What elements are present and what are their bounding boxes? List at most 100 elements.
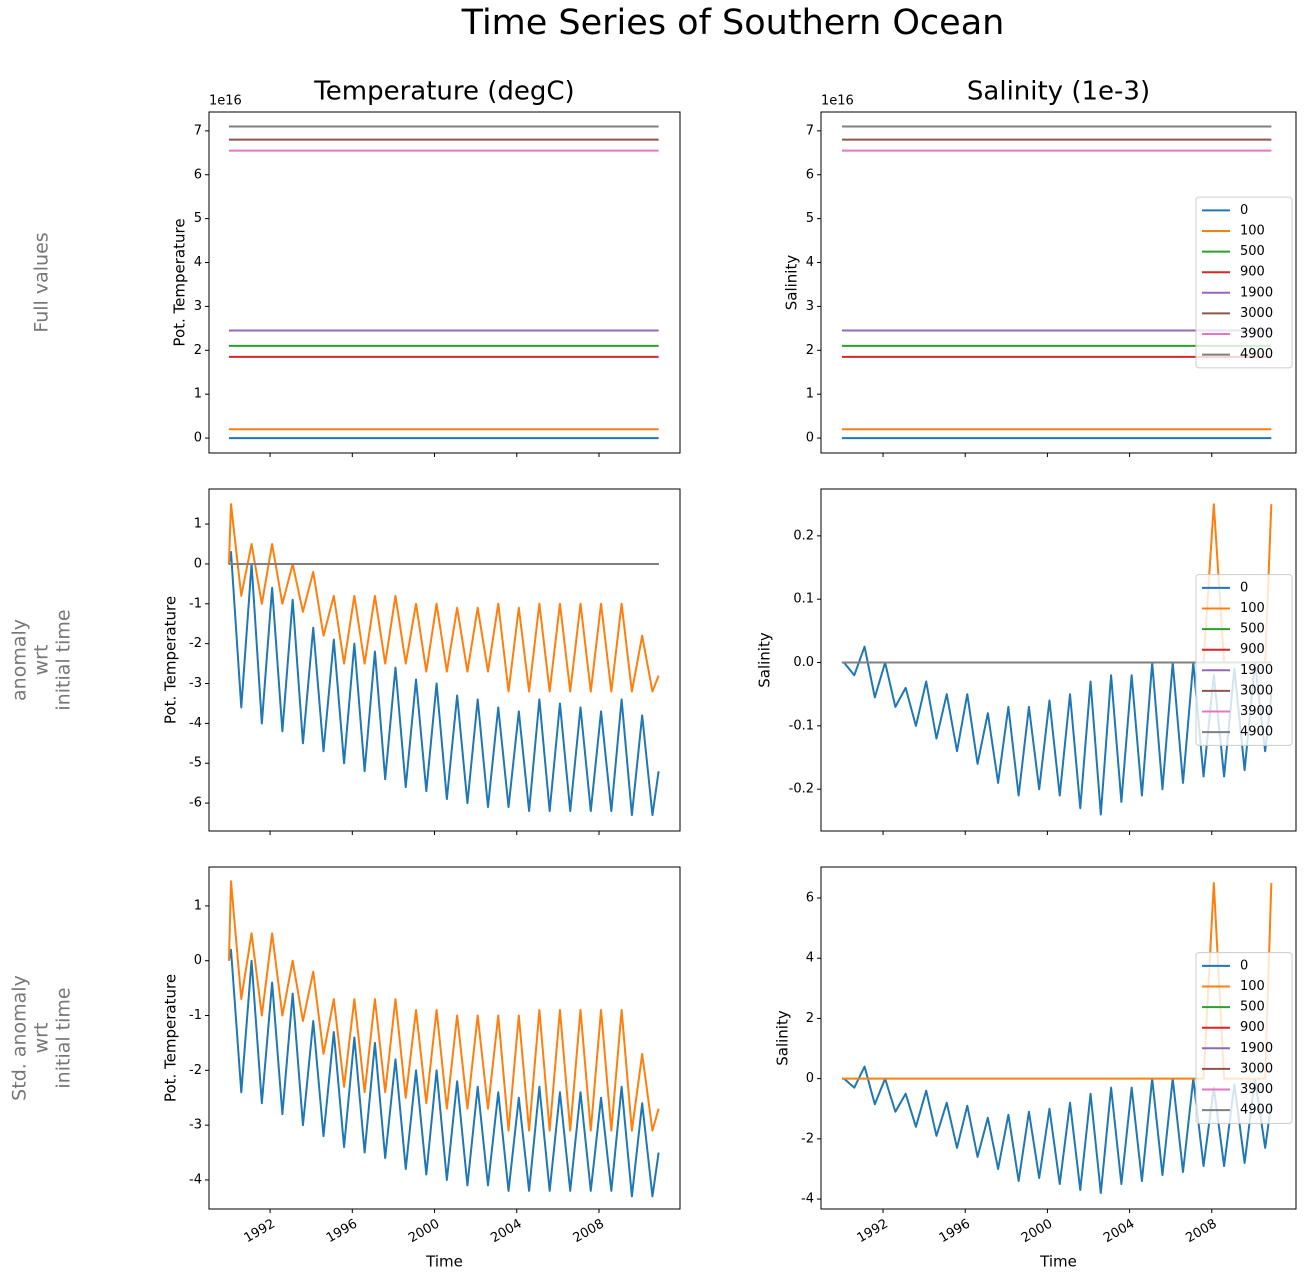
- y-tick-label: -2: [189, 1063, 202, 1078]
- legend-label: 4900: [1240, 347, 1273, 362]
- y-tick-label: 0: [194, 953, 202, 968]
- legend-label: 100: [1240, 979, 1265, 994]
- legend-label: 900: [1240, 1020, 1265, 1035]
- legend-label: 4900: [1240, 1103, 1273, 1118]
- row-label: wrt: [31, 1023, 53, 1054]
- y-tick-label: 0: [194, 556, 202, 571]
- legend-label: 0: [1240, 580, 1248, 595]
- x-tick-label: 2000: [406, 1217, 442, 1247]
- y-tick-label: 0.1: [793, 592, 814, 607]
- row-label: initial time: [53, 987, 75, 1088]
- y-tick-label: 1: [194, 387, 202, 402]
- legend-label: 3900: [1240, 327, 1273, 342]
- legend-label: 1900: [1240, 663, 1273, 678]
- y-tick-label: -4: [801, 1192, 814, 1207]
- y-tick-label: 3: [806, 299, 814, 314]
- y-tick-label: -2: [801, 1131, 814, 1146]
- row-label: Std. anomaly: [9, 975, 31, 1101]
- x-tick-label: 2000: [1019, 1217, 1055, 1247]
- y-tick-label: 2: [806, 343, 814, 358]
- y-tick-label: -4: [189, 716, 202, 731]
- y-tick-label: -6: [189, 796, 202, 811]
- row-label: wrt: [31, 645, 53, 676]
- x-tick-label: 2004: [488, 1217, 524, 1247]
- y-tick-label: 0: [806, 1071, 814, 1086]
- legend-box: [1195, 952, 1293, 1124]
- y-tick-label: 3: [194, 299, 202, 314]
- x-axis-label: Time: [425, 1253, 463, 1271]
- legend-label: 500: [1240, 244, 1265, 259]
- legend-label: 500: [1240, 622, 1265, 637]
- y-tick-label: 6: [806, 167, 814, 182]
- legend-label: 1900: [1240, 285, 1273, 300]
- y-tick-label: -2: [189, 636, 202, 651]
- legend-label: 3000: [1240, 306, 1273, 321]
- axes-frame: [820, 488, 1297, 832]
- axes-frame: [208, 866, 681, 1210]
- legend-label: 3000: [1240, 683, 1273, 698]
- y-tick-label: 2: [194, 343, 202, 358]
- offset-label: 1e16: [821, 94, 854, 109]
- y-tick-label: 5: [806, 211, 814, 226]
- y-axis-label: Salinity: [774, 1010, 792, 1066]
- axes-frame: [208, 111, 681, 454]
- y-tick-label: 2: [806, 1011, 814, 1026]
- y-tick-label: -3: [189, 1118, 202, 1133]
- legend-label: 3900: [1240, 1082, 1273, 1097]
- y-tick-label: 0.2: [793, 528, 814, 543]
- y-tick-label: 1: [806, 387, 814, 402]
- y-tick-label: -4: [189, 1172, 202, 1187]
- y-tick-label: 0.0: [793, 655, 814, 670]
- legend-label: 4900: [1240, 725, 1273, 740]
- y-tick-label: -0.1: [789, 718, 814, 733]
- axes-frame: [208, 488, 681, 832]
- series-line: [841, 645, 1273, 816]
- y-tick-label: 1: [194, 517, 202, 532]
- x-tick-label: 1996: [324, 1217, 360, 1247]
- y-tick-label: -0.2: [789, 782, 814, 797]
- y-tick-label: 0: [194, 431, 202, 446]
- y-tick-label: 7: [194, 123, 202, 138]
- y-tick-label: 4: [806, 951, 814, 966]
- figure-title: Time Series of Southern Ocean: [461, 3, 1005, 43]
- legend-label: 0: [1240, 958, 1248, 973]
- y-tick-label: 4: [806, 255, 814, 270]
- row-label: Full values: [31, 232, 53, 332]
- y-axis-label: Salinity: [756, 632, 774, 688]
- y-tick-label: -3: [189, 676, 202, 691]
- x-tick-label: 2008: [1183, 1217, 1219, 1247]
- y-tick-label: 6: [806, 891, 814, 906]
- legend-label: 100: [1240, 601, 1265, 616]
- legend-box: [1195, 574, 1293, 746]
- offset-label: 1e16: [209, 94, 242, 109]
- y-tick-label: 6: [194, 167, 202, 182]
- legend-label: 900: [1240, 265, 1265, 280]
- legend-label: 3000: [1240, 1061, 1273, 1076]
- y-tick-label: 4: [194, 255, 202, 270]
- y-tick-label: -5: [189, 756, 202, 771]
- series-line: [227, 880, 660, 1132]
- legend-label: 3900: [1240, 704, 1273, 719]
- legend-box: [1195, 196, 1293, 369]
- y-axis-label: Pot. Temperature: [171, 218, 189, 346]
- legend-label: 100: [1240, 224, 1265, 239]
- y-tick-label: 1: [194, 898, 202, 913]
- axes-frame: [820, 866, 1297, 1210]
- row-label: anomaly: [9, 619, 31, 701]
- x-tick-label: 1992: [855, 1217, 891, 1247]
- series-line: [227, 948, 660, 1198]
- y-tick-label: 5: [194, 211, 202, 226]
- legend-label: 0: [1240, 203, 1248, 218]
- y-axis-label: Pot. Temperature: [162, 596, 180, 724]
- legend-label: 900: [1240, 642, 1265, 657]
- series-line: [227, 550, 660, 817]
- y-tick-label: -1: [189, 596, 202, 611]
- legend-label: 500: [1240, 1000, 1265, 1015]
- axes-frame: [820, 111, 1297, 454]
- x-tick-label: 2004: [1101, 1217, 1137, 1247]
- x-tick-label: 2008: [571, 1217, 607, 1247]
- series-line: [227, 503, 660, 693]
- y-tick-label: 7: [806, 123, 814, 138]
- y-tick-label: 0: [806, 431, 814, 446]
